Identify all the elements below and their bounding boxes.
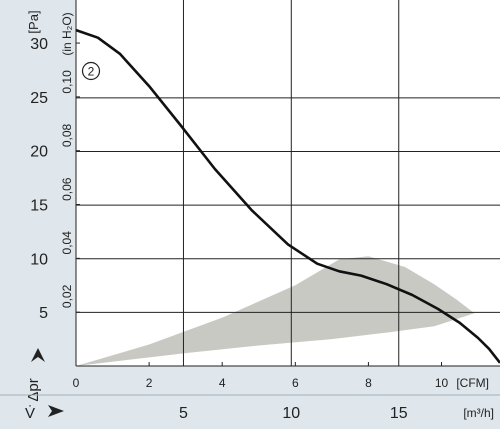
left-axis-secondary-unit: (in H₂O) (60, 12, 74, 55)
bottom-tick-label-1: 2 (146, 376, 153, 390)
bottom-tick-label-0: 0 (73, 376, 80, 390)
bottom-tick-label-5: 10 (435, 376, 449, 390)
left-tick-label-3: 20 (30, 144, 48, 161)
performance-curve (75, 28, 500, 364)
left-secondary-tick-label-4: 0,10 (60, 70, 74, 94)
left-tick-label-2: 15 (30, 198, 48, 215)
left-secondary-tick-label-3: 0,08 (60, 123, 74, 147)
left-secondary-tick-label-2: 0,06 (60, 177, 74, 201)
left-axis-arrow-icon (31, 348, 45, 362)
bottom-axis-arrow-icon (48, 405, 64, 417)
bottom-tick-label-4: 8 (365, 376, 372, 390)
curve-label-badge: 2 (81, 61, 101, 81)
bottom-axis-symbol: V̇ (25, 405, 35, 422)
left-axis-unit: [Pa] (26, 10, 41, 33)
bottom-tick-label-2: 4 (219, 376, 226, 390)
left-tick-label-0: 5 (39, 305, 48, 322)
left-tick-label-1: 10 (30, 251, 48, 268)
left-secondary-tick-label-1: 0,04 (60, 231, 74, 255)
left-axis-symbol: Δpr (25, 378, 42, 401)
bottom-secondary-tick-label-1: 10 (282, 405, 300, 422)
bottom-axis-unit: [CFM] (456, 376, 489, 390)
bottom-tick-label-3: 6 (292, 376, 299, 390)
curve-label-circle (81, 61, 101, 81)
left-tick-label-4: 25 (30, 90, 48, 107)
left-secondary-tick-label-0: 0,02 (60, 284, 74, 308)
bottom-secondary-tick-label-2: 15 (390, 405, 408, 422)
operating-zone (76, 256, 475, 366)
bottom-axis-secondary-unit: [m³/h] (463, 406, 494, 420)
bottom-secondary-tick-label-0: 5 (179, 405, 188, 422)
curve-label-text: 2 (88, 65, 95, 79)
left-tick-label-5: 30 (30, 36, 48, 53)
